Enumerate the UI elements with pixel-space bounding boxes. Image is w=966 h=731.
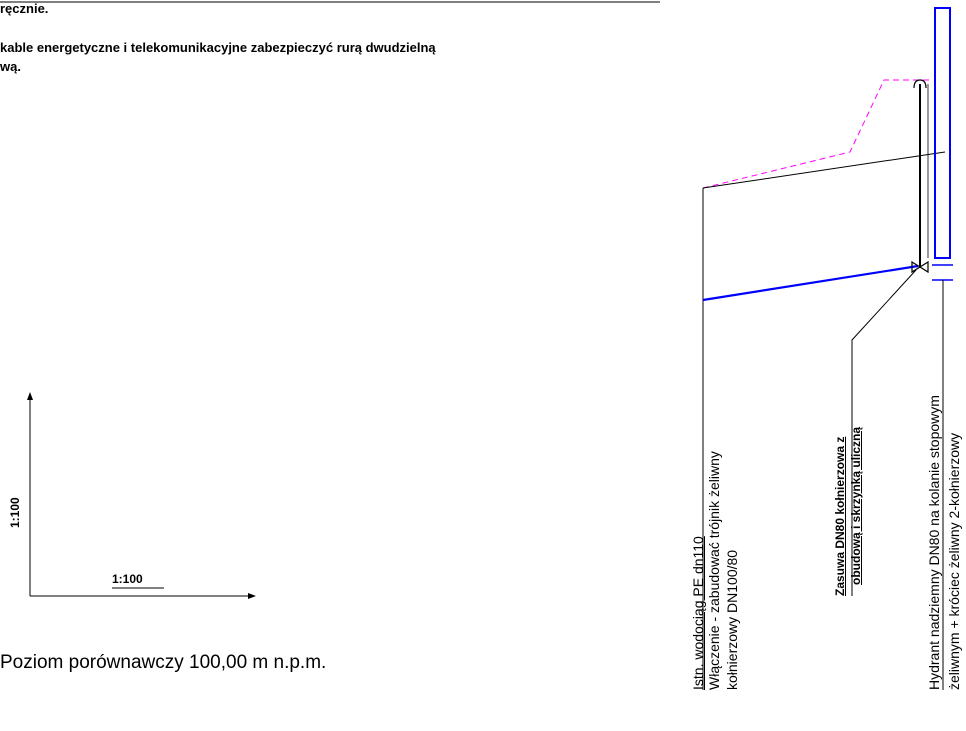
hydrant-label-line-2: żeliwnym + króciec żeliwny 2-kołnierzowy <box>946 432 962 690</box>
water-pipe <box>702 264 919 302</box>
reference-level-label: Poziom porównawczy 100,00 m n.p.m. <box>0 652 327 673</box>
note-line-2: kable energetyczne i telekomunikacyjne z… <box>0 40 436 55</box>
vertical-scale-label: 1:100 <box>8 497 22 528</box>
design-terrain-line <box>702 79 930 189</box>
note-line-3: wą. <box>0 59 21 74</box>
note-line-1: ręcznie. <box>0 1 49 16</box>
valve-leader-line <box>851 269 917 596</box>
hydrant-label-line-1: Hydrant nadziemny DN80 na kolanie stopow… <box>926 395 942 690</box>
valve-label-line-2: obudową i skrzynką uliczną <box>849 426 863 585</box>
connection-label-line-1: Włączenie - zabudować trójnik żeliwny <box>706 451 722 690</box>
valve-label-line-1: Zasuwa DN80 kołnierzowa z <box>833 436 847 596</box>
horizontal-axis-arrow <box>248 593 256 599</box>
vertical-axis-arrow <box>27 392 33 400</box>
valve-symbol <box>911 260 929 274</box>
horizontal-scale-label: 1:100 <box>112 572 143 586</box>
scale-axes <box>27 392 256 599</box>
hydrant-column <box>934 7 951 259</box>
connection-label-line-2: kołnierzowy DN100/80 <box>724 549 740 690</box>
existing-pipe-label: Istn. wodociąg PE dn110 <box>690 536 706 690</box>
existing-terrain-line <box>702 151 946 189</box>
hydrant-head <box>913 79 927 89</box>
